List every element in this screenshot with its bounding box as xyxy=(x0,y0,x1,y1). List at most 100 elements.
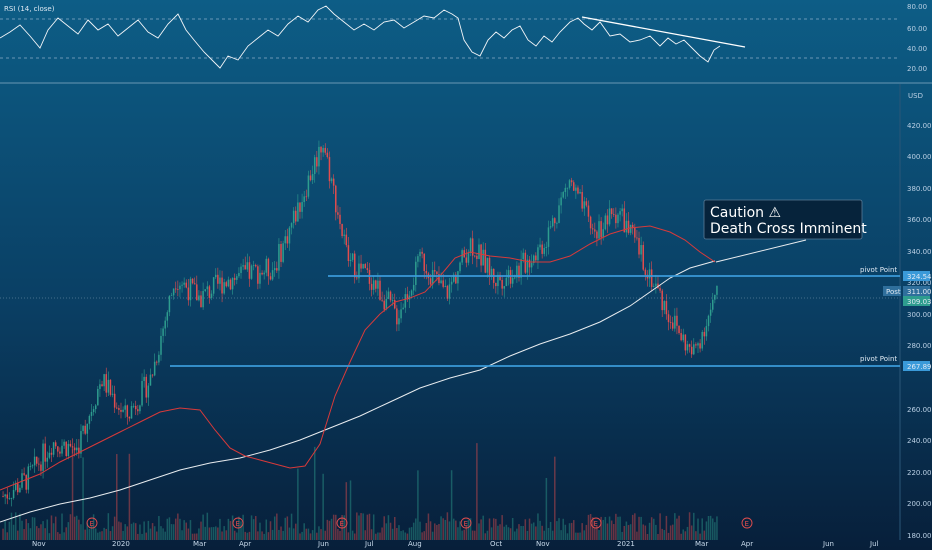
rsi-indicator-label[interactable]: RSI (14, close) xyxy=(4,5,55,13)
candle-body xyxy=(303,196,305,203)
volume-bar xyxy=(69,514,72,540)
volume-bar xyxy=(229,521,232,540)
volume-bar xyxy=(545,477,548,540)
x-tick: Oct xyxy=(490,540,502,548)
rsi-tick-80: 80.00 xyxy=(907,3,927,11)
candle-body xyxy=(273,268,276,271)
volume-bar xyxy=(273,516,276,540)
volume-bar xyxy=(330,518,333,540)
candle-body xyxy=(219,277,221,284)
volume-bar xyxy=(137,533,139,540)
candle-body xyxy=(78,447,80,454)
volume-bar xyxy=(480,519,482,540)
volume-bar xyxy=(478,523,480,540)
earnings-marker[interactable]: E xyxy=(741,517,753,529)
volume-bar xyxy=(265,519,268,540)
earnings-marker[interactable]: E xyxy=(336,517,348,529)
candle-body xyxy=(711,299,714,310)
candle-body xyxy=(408,295,411,300)
candle-body xyxy=(602,229,604,238)
candle-body xyxy=(440,280,442,284)
candle-body xyxy=(313,157,316,175)
candle-body xyxy=(177,289,179,290)
volume-bar xyxy=(349,480,352,540)
candle-body xyxy=(545,246,548,248)
volume-bar xyxy=(217,527,219,540)
candle-body xyxy=(505,277,508,287)
volume-bar xyxy=(92,514,95,540)
candle-body xyxy=(461,250,463,263)
candle-body xyxy=(297,202,299,222)
volume-bar xyxy=(572,520,575,540)
volume-bar xyxy=(358,515,360,540)
volume-bar xyxy=(25,519,27,540)
candle-body xyxy=(105,374,107,393)
earnings-marker[interactable]: E xyxy=(590,517,602,529)
volume-bar xyxy=(227,518,230,540)
volume-bar xyxy=(179,518,181,540)
price-axis[interactable]: USD 420.00 400.00 380.00 360.00 340.00 3… xyxy=(899,84,932,540)
volume-bar xyxy=(385,523,388,540)
volume-bar xyxy=(284,517,286,540)
candle-body xyxy=(389,291,392,301)
candle-body xyxy=(339,214,341,224)
currency-label[interactable]: USD xyxy=(908,92,923,100)
volume-bar xyxy=(613,523,615,540)
earnings-marker[interactable]: E xyxy=(86,517,98,529)
volume-bar xyxy=(170,524,173,540)
x-tick: Mar xyxy=(695,540,708,548)
volume-bar xyxy=(669,525,672,540)
candle-body xyxy=(200,295,202,308)
volume-bar xyxy=(318,526,320,540)
volume-bar xyxy=(436,524,438,540)
volume-bar xyxy=(52,523,55,540)
candle-body xyxy=(478,244,480,259)
candle-body xyxy=(499,274,501,280)
volume-bar xyxy=(393,516,396,540)
candle-body xyxy=(267,258,270,277)
volume-bar xyxy=(627,525,630,540)
candle-body xyxy=(549,226,552,228)
earnings-marker[interactable]: E xyxy=(460,517,472,529)
volume-bar xyxy=(598,529,600,540)
volume-bar xyxy=(514,531,516,540)
candle-body xyxy=(591,228,594,230)
volume-bar xyxy=(532,522,535,540)
candle-body xyxy=(288,227,291,244)
candle-body xyxy=(244,265,246,270)
candle-body xyxy=(471,238,474,256)
candle-body xyxy=(457,271,459,284)
candle-body xyxy=(292,210,295,224)
candle-body xyxy=(164,320,166,329)
candle-body xyxy=(295,210,297,222)
candle-body xyxy=(27,466,30,490)
volume-bar xyxy=(509,528,512,540)
candle-body xyxy=(623,208,626,233)
volume-bar xyxy=(6,532,9,540)
volume-bar xyxy=(585,524,588,540)
candle-body xyxy=(579,191,581,194)
volume-bar xyxy=(242,514,244,540)
volume-bar xyxy=(619,516,621,540)
volume-bar xyxy=(446,512,449,540)
candle-body xyxy=(134,405,137,410)
earnings-marker[interactable]: E xyxy=(232,517,244,529)
volume-bar xyxy=(290,513,293,540)
candle-body xyxy=(38,463,40,465)
rsi-trendline[interactable] xyxy=(581,16,746,48)
volume-bar xyxy=(486,530,489,540)
caution-callout[interactable] xyxy=(703,199,863,240)
volume-bar xyxy=(29,528,32,540)
volume-bar xyxy=(71,448,74,540)
candle-body xyxy=(495,282,497,287)
time-axis[interactable]: Nov 2020 Mar Apr Jun Jul Aug Oct Nov 202… xyxy=(32,540,879,548)
candle-body xyxy=(71,446,74,448)
candle-body xyxy=(480,244,482,266)
candle-body xyxy=(577,187,579,194)
volume-bar xyxy=(490,527,493,540)
volume-bar xyxy=(223,526,225,540)
candle-body xyxy=(12,490,15,499)
candle-body xyxy=(556,222,558,224)
candle-body xyxy=(714,294,716,300)
